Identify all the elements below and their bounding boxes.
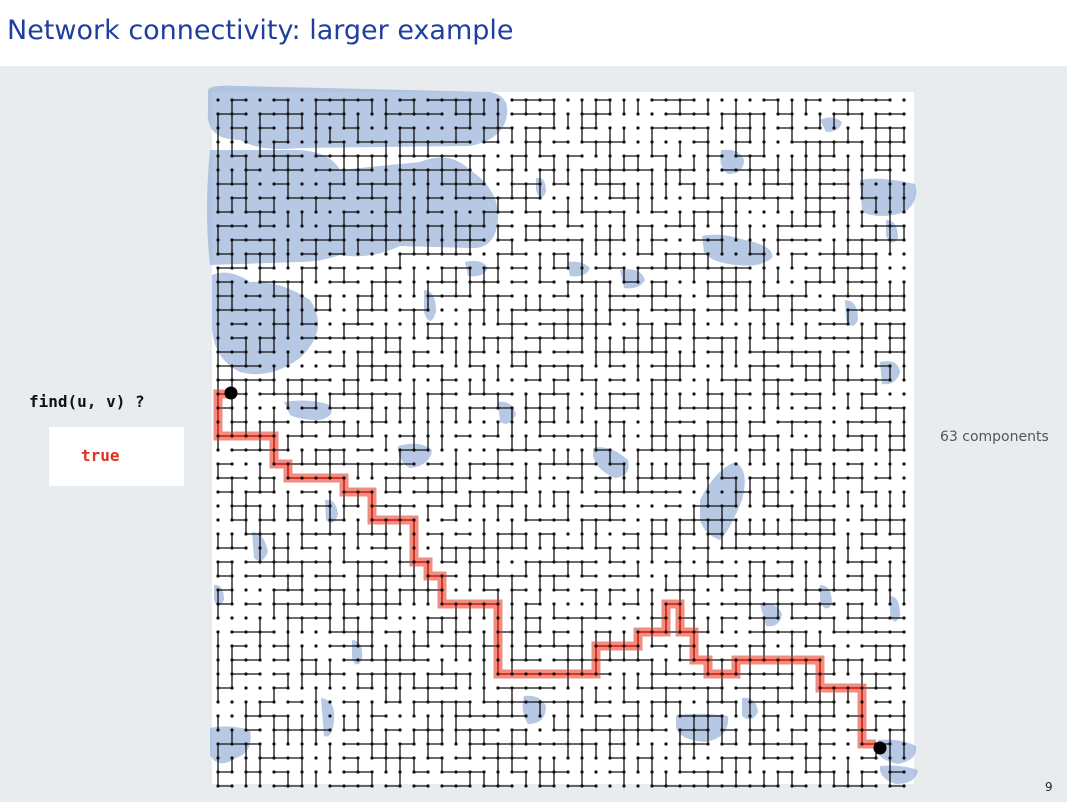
title-bar: Network connectivity: larger example: [0, 0, 1067, 66]
component-highlight: [820, 117, 842, 132]
answer-text: true: [81, 446, 120, 465]
slide-title: Network connectivity: larger example: [7, 15, 514, 46]
path-highlight: [213, 389, 876, 749]
component-highlight: [878, 739, 917, 764]
path-line: [217, 393, 876, 745]
component-highlight: [210, 726, 251, 764]
component-highlight: [465, 260, 488, 277]
component-highlight: [284, 400, 332, 420]
component-highlight: [702, 234, 773, 266]
endpoint-u: [224, 386, 238, 400]
component-highlight: [886, 220, 898, 243]
connecting-path: [213, 389, 876, 749]
component-highlight: [567, 261, 590, 277]
component-highlight: [890, 596, 900, 622]
component-highlight: [620, 269, 645, 289]
component-highlight: [880, 765, 918, 784]
component-highlight: [498, 401, 516, 424]
component-highlight: [860, 178, 917, 216]
component-highlight: [424, 290, 436, 321]
component-highlight: [676, 713, 729, 742]
answer-box: true: [49, 427, 184, 486]
component-highlight: [845, 300, 858, 326]
page-number: 9: [1045, 780, 1053, 794]
highlighted-components: [207, 85, 918, 784]
component-highlight: [207, 150, 499, 265]
component-highlight: [820, 585, 832, 609]
endpoint-v: [873, 741, 887, 755]
find-query-label: find(u, v) ?: [29, 392, 145, 411]
component-highlight: [536, 177, 546, 198]
component-highlight: [593, 447, 629, 478]
component-highlight: [760, 603, 782, 627]
component-count-label: 63 components: [940, 429, 1049, 445]
edge-set: [217, 99, 905, 787]
component-highlight: [212, 272, 318, 375]
endpoints: [224, 386, 887, 755]
component-highlight: [522, 695, 546, 724]
component-highlight: [321, 698, 335, 737]
graph-edges: [217, 99, 905, 787]
